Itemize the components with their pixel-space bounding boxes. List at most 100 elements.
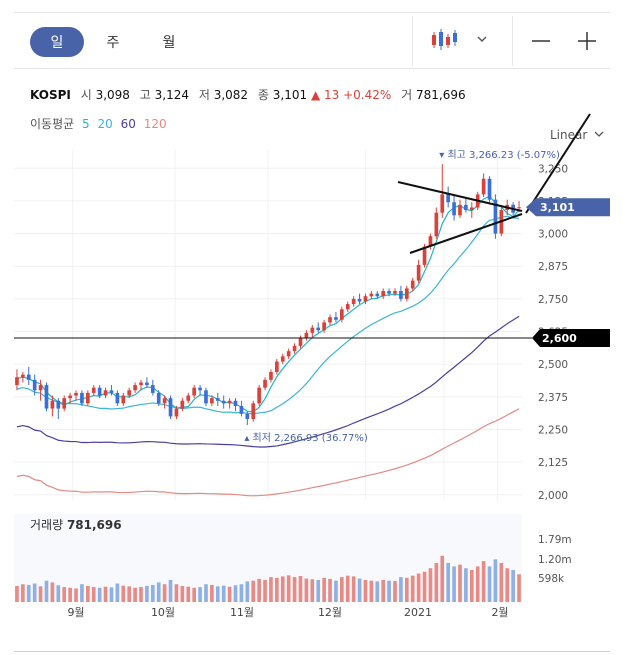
x-tick-label: 12월 bbox=[318, 606, 342, 619]
volume-bar bbox=[251, 580, 256, 602]
candle-body bbox=[174, 408, 179, 417]
volume-bar bbox=[263, 579, 267, 602]
candle-body bbox=[428, 236, 433, 247]
volume-bar bbox=[121, 585, 126, 602]
volume-bar bbox=[428, 568, 433, 602]
candle-body bbox=[221, 400, 226, 404]
candle-body bbox=[493, 199, 498, 234]
x-tick-label: 9월 bbox=[67, 606, 84, 619]
candle-body bbox=[310, 327, 315, 333]
volume-bar bbox=[38, 586, 43, 602]
y-tick-label: 2,250 bbox=[538, 424, 568, 436]
volume-bar bbox=[162, 584, 167, 602]
candle-body bbox=[15, 377, 19, 386]
candle-body bbox=[404, 288, 409, 299]
moving-average-legend[interactable]: 이동평균 5 20 60 120 bbox=[30, 115, 171, 132]
volume-bar bbox=[56, 585, 61, 602]
volume-bar bbox=[26, 584, 31, 602]
candle-body bbox=[381, 291, 386, 297]
volume-bar bbox=[340, 577, 344, 602]
candle-body bbox=[44, 385, 49, 409]
volume-bar bbox=[481, 561, 486, 602]
candle-body bbox=[50, 400, 55, 409]
candle-body bbox=[298, 338, 303, 346]
x-tick-label: 11월 bbox=[230, 606, 254, 619]
volume-bar bbox=[369, 580, 374, 602]
candle-body bbox=[452, 202, 456, 216]
candle-body bbox=[280, 356, 285, 362]
candle-body bbox=[204, 390, 208, 404]
volume-bar bbox=[404, 577, 409, 602]
chart-type-button[interactable] bbox=[428, 26, 498, 56]
y-tick-label: 2,500 bbox=[538, 359, 568, 371]
ma20-label: 20 bbox=[97, 117, 113, 131]
volume-bar bbox=[103, 586, 108, 602]
candle-body bbox=[458, 204, 462, 216]
volume-bar bbox=[139, 587, 143, 602]
candle-body bbox=[292, 345, 297, 352]
toolbar-divider bbox=[412, 16, 413, 66]
candle-body bbox=[80, 392, 84, 404]
volume-bar bbox=[286, 575, 291, 602]
low-value: 3,082 bbox=[213, 88, 249, 102]
volume-bar bbox=[511, 570, 515, 602]
candle-body bbox=[481, 178, 486, 195]
candle-body bbox=[517, 207, 521, 209]
volume-bar bbox=[469, 570, 474, 602]
volume-bar bbox=[292, 577, 297, 602]
volume-bar bbox=[245, 581, 250, 602]
volume-bar bbox=[393, 581, 397, 602]
y-tick-label: 2,125 bbox=[538, 457, 568, 469]
zoom-in-button[interactable] bbox=[570, 24, 604, 58]
volume-bar bbox=[180, 586, 185, 602]
candle-body bbox=[469, 207, 474, 211]
candle-body bbox=[387, 291, 391, 294]
ma20-line bbox=[16, 215, 520, 415]
candle-body bbox=[38, 385, 43, 391]
candle-body bbox=[440, 194, 445, 213]
candle-body bbox=[340, 309, 344, 320]
candle-body bbox=[322, 322, 326, 331]
current-price-label: 3,101 bbox=[540, 201, 575, 214]
volume-bar bbox=[198, 587, 202, 602]
candle-body bbox=[186, 395, 191, 401]
candle-body bbox=[328, 317, 332, 323]
trendline-arrow bbox=[525, 113, 591, 214]
candle-body bbox=[416, 264, 421, 281]
volume-bar bbox=[399, 577, 403, 602]
volume-bar bbox=[298, 576, 303, 602]
volume-bar bbox=[257, 578, 261, 602]
volume-bar bbox=[328, 578, 332, 602]
open-label: 시 bbox=[80, 88, 92, 102]
volume-title: 거래량 781,696 bbox=[30, 518, 122, 532]
volume-tick-label: 1.79m bbox=[538, 534, 572, 546]
volume-bar bbox=[127, 586, 132, 602]
quote-summary: KOSPI 시 3,098 고 3,124 저 3,082 종 3,101 ▲ … bbox=[30, 86, 466, 103]
tab-month[interactable]: 월 bbox=[162, 35, 176, 51]
volume-bar bbox=[363, 579, 368, 602]
y-tick-label: 2,375 bbox=[538, 392, 568, 404]
zoom-out-button[interactable] bbox=[524, 24, 558, 58]
volume-bar bbox=[210, 584, 214, 602]
period-tabs: 일 주 월 bbox=[30, 27, 198, 57]
tab-day[interactable]: 일 bbox=[30, 27, 84, 57]
volume-bar bbox=[15, 586, 19, 602]
candle-body bbox=[103, 390, 108, 396]
candle-body bbox=[263, 379, 267, 388]
candle-body bbox=[334, 317, 338, 320]
volume-bar bbox=[168, 579, 173, 602]
low-label: 저 bbox=[198, 88, 210, 102]
candle-body bbox=[410, 280, 415, 289]
volume-bar bbox=[86, 586, 90, 602]
candle-body bbox=[286, 351, 291, 357]
close-value: 3,101 bbox=[272, 88, 308, 102]
volume-bar bbox=[269, 577, 273, 602]
volume-bar bbox=[74, 588, 78, 602]
candle-body bbox=[434, 212, 439, 237]
tab-week[interactable]: 주 bbox=[106, 35, 120, 51]
candle-body bbox=[180, 400, 185, 409]
candle-body bbox=[239, 405, 244, 414]
candle-body bbox=[162, 398, 167, 404]
close-label: 종 bbox=[257, 88, 269, 102]
